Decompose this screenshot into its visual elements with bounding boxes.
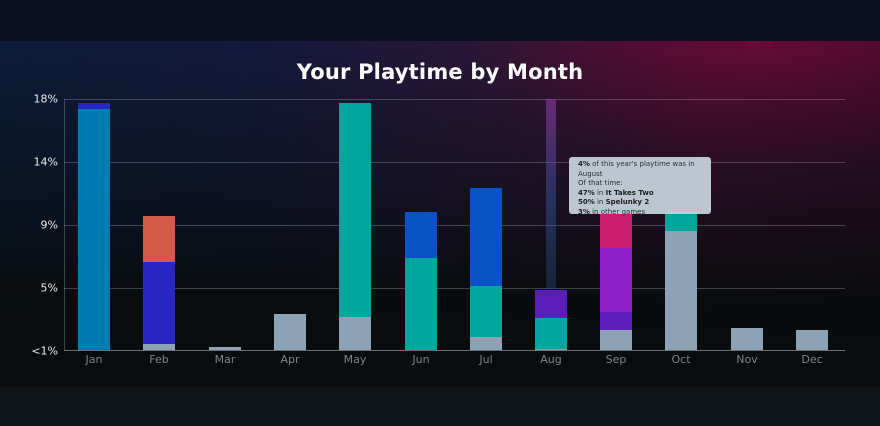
y-axis-line bbox=[64, 99, 65, 351]
bar-segment[interactable] bbox=[405, 257, 437, 350]
bar-apr[interactable] bbox=[274, 0, 306, 426]
bar-segment[interactable] bbox=[143, 216, 175, 263]
bar-segment[interactable] bbox=[470, 285, 502, 338]
bar-jan[interactable] bbox=[78, 0, 110, 426]
x-tick-label-jan: Jan bbox=[85, 353, 103, 366]
gridline-5 bbox=[64, 288, 845, 289]
y-tick-label: <1% bbox=[31, 344, 58, 358]
bar-segment[interactable] bbox=[600, 330, 632, 350]
bar-segment[interactable] bbox=[143, 344, 175, 350]
x-tick-label-aug: Aug bbox=[540, 353, 562, 366]
x-tick-label-sep: Sep bbox=[605, 353, 627, 366]
x-tick-label-jul: Jul bbox=[479, 353, 493, 366]
bottom-strip bbox=[0, 387, 880, 426]
bar-segment[interactable] bbox=[470, 337, 502, 350]
x-axis-line bbox=[64, 350, 845, 351]
bar-segment[interactable] bbox=[535, 348, 567, 350]
tooltip-line-3: 47% in It Takes Two bbox=[578, 188, 654, 197]
bar-segment[interactable] bbox=[600, 211, 632, 249]
x-tick-label-apr: Apr bbox=[280, 353, 300, 366]
bar-segment[interactable] bbox=[78, 103, 110, 109]
x-tick-label-nov: Nov bbox=[736, 353, 758, 366]
tooltip-line-4: 50% in Spelunky 2 bbox=[578, 198, 650, 206]
bar-segment[interactable] bbox=[665, 231, 697, 350]
bar-segment[interactable] bbox=[470, 188, 502, 286]
bar-segment[interactable] bbox=[731, 327, 763, 350]
bar-segment[interactable] bbox=[405, 211, 437, 258]
x-tick-label-jun: Jun bbox=[412, 353, 430, 366]
bar-dec[interactable] bbox=[796, 0, 828, 426]
bar-segment[interactable] bbox=[78, 108, 110, 350]
gridline-18 bbox=[64, 99, 845, 100]
bar-jul[interactable] bbox=[470, 0, 502, 426]
bar-feb[interactable] bbox=[143, 0, 175, 426]
bar-segment[interactable] bbox=[535, 290, 567, 318]
tooltip-line-1: 4% of this year's playtime was in August bbox=[578, 160, 695, 178]
bar-aug[interactable] bbox=[535, 0, 567, 426]
bar-segment[interactable] bbox=[339, 316, 371, 350]
bar-segment[interactable] bbox=[665, 211, 697, 232]
x-tick-label-may: May bbox=[343, 353, 367, 366]
bar-may[interactable] bbox=[339, 0, 371, 426]
bar-jun[interactable] bbox=[405, 0, 437, 426]
bar-segment[interactable] bbox=[600, 248, 632, 313]
hover-highlight-aug bbox=[546, 99, 556, 289]
bar-segment[interactable] bbox=[796, 330, 828, 350]
x-tick-label-oct: Oct bbox=[671, 353, 691, 366]
chart-title: Your Playtime by Month bbox=[296, 60, 584, 84]
x-tick-label-dec: Dec bbox=[801, 353, 823, 366]
bar-nov[interactable] bbox=[731, 0, 763, 426]
gridline-9 bbox=[64, 225, 845, 226]
bar-mar[interactable] bbox=[209, 0, 241, 426]
bar-segment[interactable] bbox=[535, 317, 567, 349]
gridline-14 bbox=[64, 162, 845, 163]
tooltip-line-5: 3% in other games bbox=[578, 207, 646, 216]
y-tick-label: 9% bbox=[40, 218, 58, 232]
bar-segment[interactable] bbox=[600, 312, 632, 331]
y-tick-label: 5% bbox=[40, 281, 58, 295]
bar-segment[interactable] bbox=[209, 347, 241, 350]
bar-sep[interactable] bbox=[600, 0, 632, 426]
tooltip-line-2: Of that time: bbox=[578, 179, 623, 187]
bar-oct[interactable] bbox=[665, 0, 697, 426]
bar-segment[interactable] bbox=[339, 103, 371, 317]
top-strip bbox=[0, 0, 880, 41]
y-tick-label: 18% bbox=[33, 92, 58, 106]
month-tooltip: 4% of this year's playtime was in August… bbox=[569, 157, 711, 216]
bar-segment[interactable] bbox=[274, 313, 306, 350]
y-tick-label: 14% bbox=[33, 155, 58, 169]
x-tick-label-feb: Feb bbox=[149, 353, 169, 366]
x-tick-label-mar: Mar bbox=[214, 353, 236, 366]
bar-segment[interactable] bbox=[143, 262, 175, 345]
